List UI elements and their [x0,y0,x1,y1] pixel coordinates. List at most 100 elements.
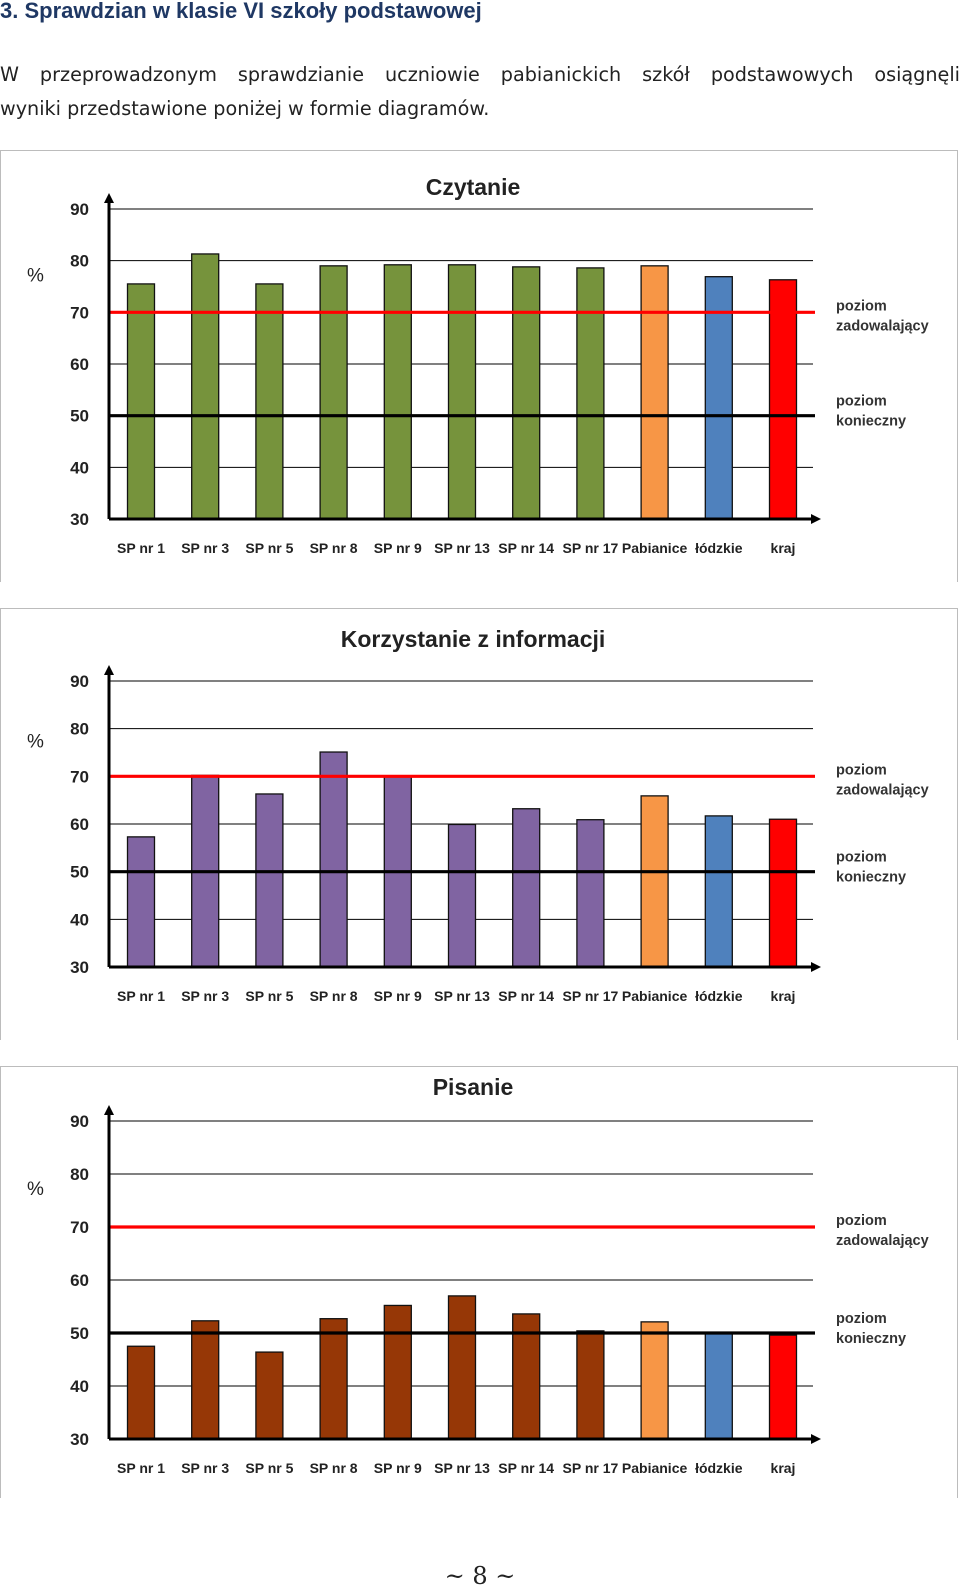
y-tick-label: 90 [70,672,89,691]
chart-pisanie: Pisanie% 30 40 50 60 70 80 90 SP nr 1 SP nr 3 SP n… [0,1066,958,1498]
bar [319,1318,348,1440]
x-tick-label: SP nr 8 [310,540,358,556]
x-tick-label: SP nr 14 [498,540,554,556]
x-tick-label: SP nr 17 [563,540,619,556]
bar [255,1351,284,1440]
chart-title: Czytanie [426,174,521,200]
y-axis-label: % [27,265,44,286]
x-tick-label: SP nr 17 [563,1460,619,1476]
x-tick-label: Pabianice [622,988,688,1004]
reference-line-label: poziom [836,762,887,778]
y-tick-label: 60 [70,355,89,374]
y-tick-label: 30 [70,510,89,529]
y-axis-arrow [104,193,114,203]
bar [255,793,284,968]
y-tick-label: 40 [70,1377,89,1396]
reference-line-label: konieczny [836,1331,906,1347]
x-tick-label: łódzkie [695,1460,743,1476]
bar [768,818,798,968]
bar [319,265,348,520]
bar [640,1321,669,1440]
x-tick-label: SP nr 1 [117,988,165,1004]
page-heading: 3. Sprawdzian w klasie VI szkoły podstaw… [0,0,482,23]
intro-line-1: W przeprowadzonym sprawdzianie uczniowie… [0,63,960,86]
reference-line-label: zadowalający [836,782,929,798]
chart-pisanie-svg: Pisanie% 30 40 50 60 70 80 90 SP nr 1 SP nr 3 SP n… [27,1074,929,1476]
y-axis-arrow [104,665,114,675]
chart-czytanie: Czytanie% 30 40 50 60 70 80 90 SP nr 1 SP nr 3 SP … [0,150,958,582]
bar [512,1313,541,1440]
x-tick-label: SP nr 3 [181,540,229,556]
intro-line-2: wyniki przedstawione poniżej w formie di… [0,97,490,120]
y-tick-label: 30 [70,958,89,977]
x-tick-label: SP nr 3 [181,1460,229,1476]
bar [576,267,605,520]
y-axis-label: % [27,732,44,753]
y-tick-label: 40 [70,910,89,929]
reference-line-label: zadowalający [836,1233,929,1249]
reference-line-label: poziom [836,1213,887,1229]
x-axis-arrow [811,1434,821,1444]
x-tick-label: SP nr 8 [310,1460,358,1476]
y-tick-label: 60 [70,1271,89,1290]
bar [768,279,798,520]
y-tick-label: 60 [70,815,89,834]
y-tick-label: 30 [70,1430,89,1449]
bar [319,751,348,968]
reference-line-label: konieczny [836,870,906,886]
x-tick-label: kraj [771,1460,796,1476]
x-tick-label: SP nr 9 [374,1460,422,1476]
chart-korzystanie-z-informacji: Korzystanie z informacji% 30 40 50 60 70 80 90 S… [0,608,958,1040]
bar [447,1295,477,1440]
x-axis-arrow [811,514,821,524]
bar [191,1320,220,1440]
bar [447,823,477,968]
x-tick-label: SP nr 5 [245,1460,293,1476]
bar [383,264,412,520]
bar [704,815,733,968]
y-tick-label: 50 [70,1324,89,1343]
x-tick-label: kraj [771,988,796,1004]
bar [512,266,541,520]
reference-line-label: poziom [836,850,887,866]
y-tick-label: 50 [70,407,89,426]
x-tick-label: SP nr 5 [245,540,293,556]
reference-line-label: poziom [836,1311,887,1327]
bar [640,265,669,520]
page-number: ~ 8 ~ [444,1562,516,1590]
x-tick-label: SP nr 13 [434,1460,490,1476]
x-tick-label: SP nr 9 [374,988,422,1004]
y-tick-label: 80 [70,720,89,739]
bar [126,283,156,520]
x-tick-label: kraj [771,540,796,556]
reference-line-label: poziom [836,298,887,314]
x-tick-label: łódzkie [695,540,743,556]
reference-line-label: konieczny [836,414,906,430]
y-axis-label: % [27,1179,44,1200]
reference-line-label: poziom [836,394,887,410]
x-tick-label: SP nr 8 [310,988,358,1004]
bar [126,1345,156,1440]
bar [447,264,477,520]
x-tick-label: SP nr 1 [117,1460,165,1476]
y-axis-arrow [104,1105,114,1115]
x-tick-label: łódzkie [695,988,743,1004]
chart-title: Pisanie [433,1074,514,1100]
y-tick-label: 90 [70,200,89,219]
x-tick-label: SP nr 14 [498,988,554,1004]
x-tick-label: SP nr 1 [117,540,165,556]
x-tick-label: SP nr 9 [374,540,422,556]
y-tick-label: 40 [70,458,89,477]
chart-korzystanie-svg: Korzystanie z informacji% 30 40 50 60 70 80 90 S… [27,626,929,1004]
bar [512,808,541,968]
x-tick-label: SP nr 17 [563,988,619,1004]
chart-czytanie-svg: Czytanie% 30 40 50 60 70 80 90 SP nr 1 SP nr 3 SP … [27,174,929,556]
bar [191,253,220,520]
x-tick-label: SP nr 13 [434,540,490,556]
y-tick-label: 70 [70,767,89,786]
bar [383,1304,412,1440]
y-tick-label: 70 [70,303,89,322]
x-tick-label: SP nr 13 [434,988,490,1004]
bar [576,1330,605,1440]
x-tick-label: SP nr 14 [498,1460,554,1476]
